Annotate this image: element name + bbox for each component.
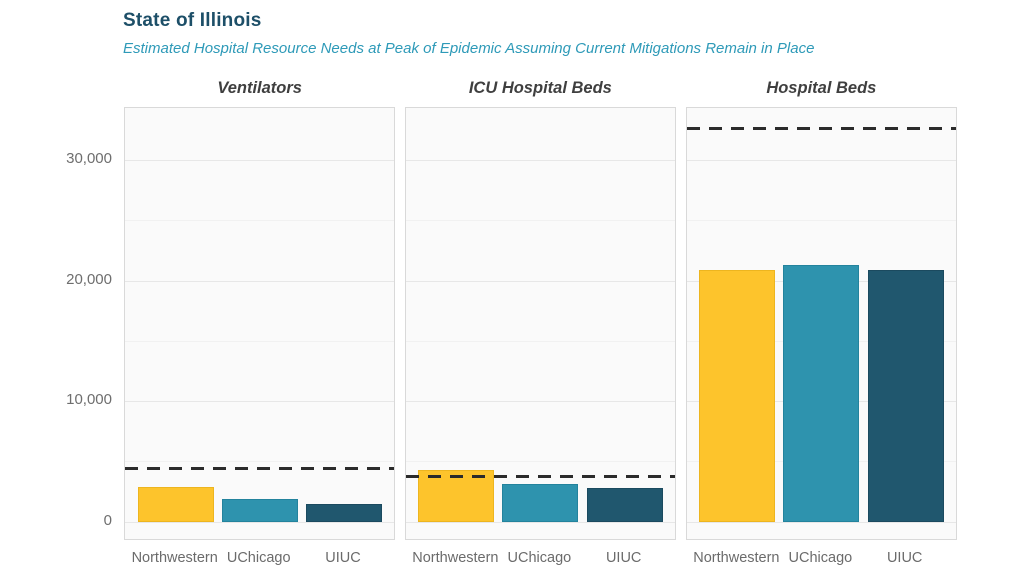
gridline-minor-15000	[125, 340, 395, 342]
gridline-major-10000	[125, 401, 395, 403]
capacity-dashline-ventilators	[125, 466, 395, 470]
panel-icu-hospital-beds	[404, 107, 676, 540]
panel-title-icu-hospital-beds: ICU Hospital Beds	[468, 79, 612, 97]
gridline-minor-25000	[686, 220, 956, 222]
bar-northwestern-hospital-beds	[699, 269, 776, 522]
bar-uchicago-icu-hospital-beds	[502, 484, 579, 522]
xtick-label-uiuc-ventilators: UIUC	[325, 550, 361, 566]
panel-title-ventilators: Ventilators	[217, 79, 302, 97]
ytick-label-0: 0	[103, 511, 112, 529]
bar-uiuc-hospital-beds	[867, 269, 944, 522]
ytick-label-10000: 10,000	[66, 391, 112, 409]
xtick-label-uchicago-icu-hospital-beds: UChicago	[507, 550, 572, 566]
capacity-dashline-icu-hospital-beds	[405, 475, 675, 479]
xtick-label-uiuc-icu-hospital-beds: UIUC	[605, 550, 642, 566]
panel-ventilators	[124, 107, 396, 540]
gridline-major-20000	[125, 280, 395, 282]
gridline-minor-25000	[405, 220, 675, 222]
xtick-label-northwestern-ventilators: Northwestern	[131, 550, 218, 566]
gridline-major-30000	[125, 160, 395, 162]
bar-northwestern-ventilators	[137, 487, 214, 522]
chart-title: State of Illinois	[123, 10, 262, 31]
capacity-dashline-hospital-beds	[686, 127, 956, 131]
gridline-major-0	[686, 521, 956, 523]
panel-title-hospital-beds: Hospital Beds	[766, 79, 877, 97]
xtick-label-uchicago-hospital-beds: UChicago	[788, 550, 853, 566]
xtick-label-northwestern-hospital-beds: Northwestern	[693, 550, 780, 566]
gridline-major-20000	[405, 280, 675, 282]
gridline-minor-15000	[405, 340, 675, 342]
gridline-major-30000	[686, 160, 956, 162]
bar-uiuc-icu-hospital-beds	[586, 488, 663, 522]
ytick-label-30000: 30,000	[66, 150, 112, 168]
gridline-minor-5000	[125, 461, 395, 463]
bar-northwestern-icu-hospital-beds	[418, 469, 495, 522]
xtick-label-northwestern-icu-hospital-beds: Northwestern	[412, 550, 499, 566]
bar-uiuc-ventilators	[306, 503, 382, 522]
bar-uchicago-hospital-beds	[783, 265, 860, 522]
xtick-label-uchicago-ventilators: UChicago	[226, 550, 291, 566]
bar-uchicago-ventilators	[221, 499, 298, 522]
gridline-major-30000	[405, 160, 675, 162]
gridline-minor-5000	[405, 461, 675, 463]
gridline-major-0	[125, 521, 395, 523]
xtick-label-uiuc-hospital-beds: UIUC	[886, 550, 923, 566]
ytick-label-20000: 20,000	[66, 270, 112, 288]
chart-subtitle: Estimated Hospital Resource Needs at Pea…	[123, 40, 815, 57]
gridline-major-10000	[405, 401, 675, 403]
gridline-major-0	[405, 521, 675, 523]
gridline-minor-25000	[125, 220, 395, 222]
panel-hospital-beds	[685, 107, 957, 540]
